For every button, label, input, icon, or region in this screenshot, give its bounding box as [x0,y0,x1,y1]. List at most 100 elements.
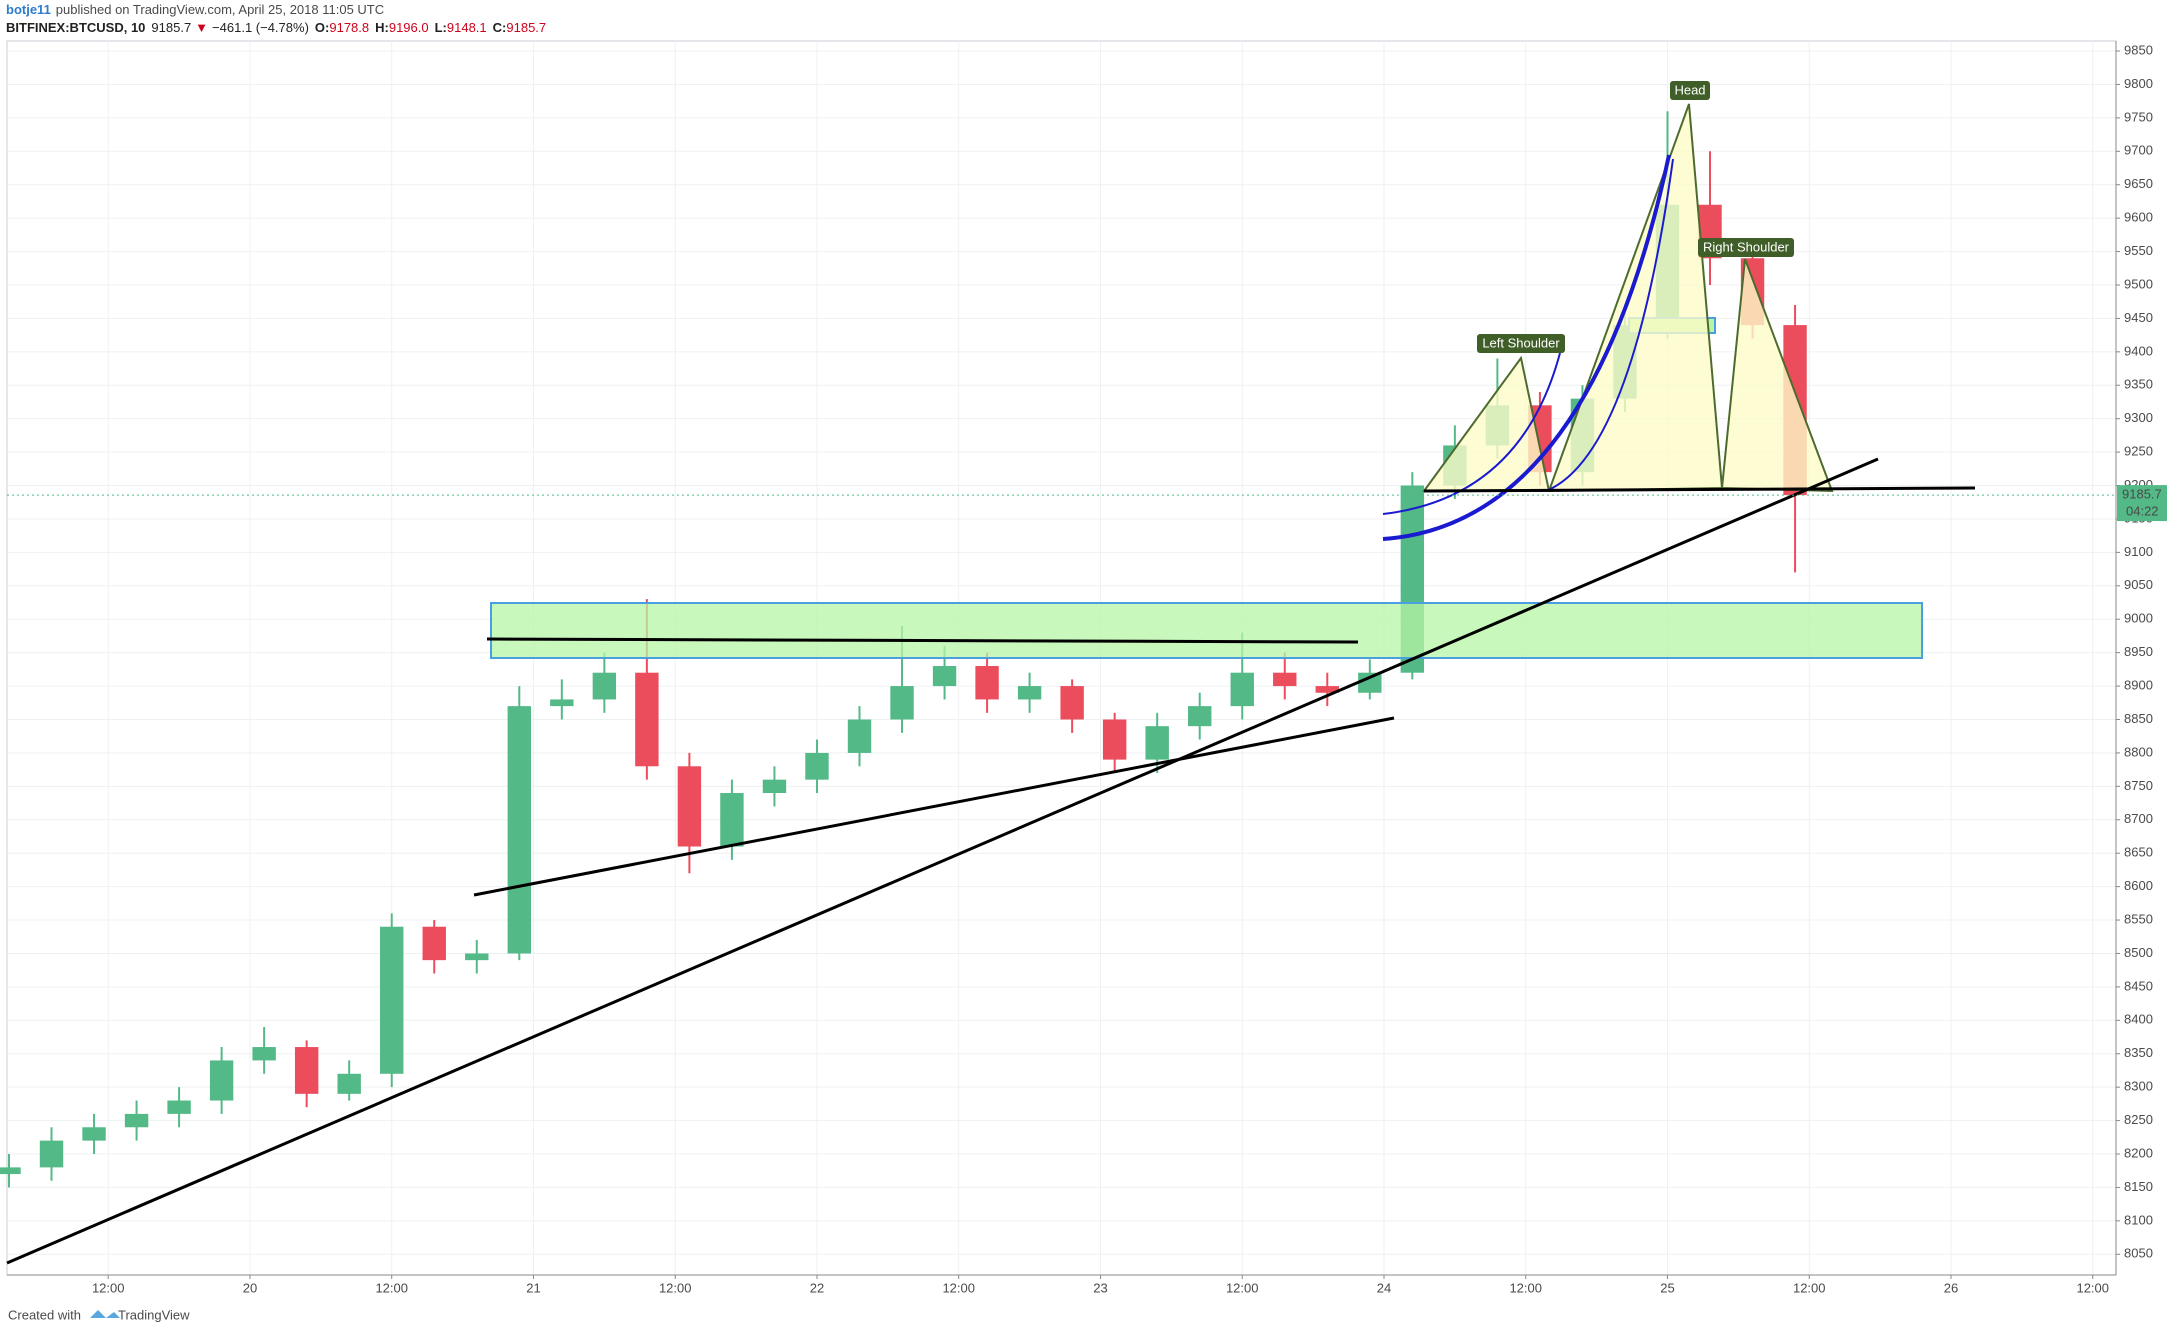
y-tick-label: 8900 [2124,678,2153,693]
y-tick-label: 8100 [2124,1212,2153,1227]
candle-body [380,926,404,1074]
y-tick-label: 9550 [2124,243,2153,258]
header-line: botje11 published on TradingView.com, Apr… [6,2,384,17]
y-tick-label: 9000 [2124,611,2153,626]
candle-body [337,1073,361,1094]
y-tick-label: 8050 [2124,1246,2153,1261]
resistance-line [486,637,1359,644]
y-tick-label: 9650 [2124,176,2153,191]
ohlc-label: C: [493,20,507,35]
y-tick-label: 8300 [2124,1079,2153,1094]
curve [1545,158,1674,492]
candle-body [762,779,787,794]
label-box [1477,334,1565,353]
x-tick-label: 26 [1944,1280,1958,1295]
candle-body [1230,672,1254,707]
y-tick-label: 9350 [2124,377,2153,392]
last-price: 9185.7 [151,20,191,35]
y-tick-label: 8250 [2124,1112,2153,1127]
candle-body [550,699,574,707]
countdown: 04:22 [2126,504,2159,519]
trendline [6,457,1879,1265]
drawings: Head Left Shoulder Right Shoulder [6,81,1976,1265]
y-tick-label: 8500 [2124,945,2153,960]
right-shoulder-label: Right Shoulder [1703,239,1790,254]
x-tick-label: 24 [1377,1280,1391,1295]
symbol: BITFINEX:BTCUSD, 10 [6,20,145,35]
candle-body [1060,686,1084,720]
candle-body [1145,726,1169,760]
support-zone [490,602,1923,659]
candle-body [1188,706,1212,727]
left-shoulder-label: Left Shoulder [1482,335,1560,350]
head-label: Head [1674,82,1705,97]
candle-body [890,686,914,720]
y-tick-label: 9250 [2124,444,2153,459]
x-tick-label: 20 [243,1280,257,1295]
candle-body [1273,672,1297,687]
y-tick-label: 8700 [2124,811,2153,826]
y-tick-label: 9450 [2124,310,2153,325]
candle-body [1102,719,1127,760]
candle-body [847,719,872,753]
x-tick-label: 12:00 [1509,1280,1542,1295]
curve [1382,352,1561,515]
ohlc-value: 9178.8 [329,20,369,35]
price-tag-value: 9185.7 [2122,487,2162,502]
y-tick-label: 9700 [2124,143,2153,158]
candle-body [805,752,829,780]
x-tick-label: 25 [1660,1280,1674,1295]
x-tick-label: 12:00 [375,1280,408,1295]
x-tick-label: 12:00 [942,1280,975,1295]
candle-body [1358,672,1382,693]
candle-body [209,1060,234,1101]
y-tick-label: 8150 [2124,1179,2153,1194]
y-tick-label: 8550 [2124,911,2153,926]
ohlc-label: O: [315,20,329,35]
y-tick-label: 9050 [2124,577,2153,592]
candle-body [124,1113,149,1128]
candle-body [252,1047,276,1061]
label-box [1670,81,1710,100]
label-box [1698,238,1794,257]
y-tick-label: 9850 [2124,42,2153,57]
candle-body [422,926,446,961]
candle-body [0,1167,21,1175]
y-tick-label: 9600 [2124,210,2153,225]
y-tick-label: 9750 [2124,109,2153,124]
candle-body [294,1047,319,1094]
y-tick-label: 8650 [2124,845,2153,860]
author: botje11 [6,2,51,17]
neckline [1423,486,1976,493]
header-line: BITFINEX:BTCUSD, 10 9185.7 ▼ −461.1 (−4.78%… [6,20,546,35]
x-tick-label: 23 [1093,1280,1107,1295]
candle-body [932,666,957,687]
published: published on TradingView.com, April 25, … [56,2,384,17]
x-tick-label: 12:00 [2076,1280,2109,1295]
candle-body [592,672,617,700]
ohlc-label: L: [435,20,447,35]
candle-body [39,1140,64,1168]
x-tick-label: 22 [810,1280,824,1295]
change: −461.1 (−4.78%) [212,20,309,35]
ohlc-value: 9148.1 [447,20,487,35]
trendline [473,716,1395,897]
footer-created: Created with [8,1307,81,1322]
candle-body [720,793,744,847]
y-tick-label: 8750 [2124,778,2153,793]
axes: 8050 8100 8150 8200 8250 8300 8350 8400 8450 8500… [7,41,2167,1295]
ohlc: O:9178.8 H:9196.0 L:9148.1 C:9185.7 [315,20,546,35]
x-tick-label: 12:00 [659,1280,692,1295]
candle-body [1315,686,1339,693]
logo [90,1310,120,1318]
x-tick-label: 12:00 [1793,1280,1826,1295]
candle-body [167,1100,191,1114]
candle-body [507,706,531,954]
arrow: ▼ [195,20,208,35]
y-tick-label: 9400 [2124,343,2153,358]
x-tick-label: 21 [526,1280,540,1295]
candle-body [82,1127,106,1141]
x-tick-label: 12:00 [92,1280,125,1295]
y-tick-label: 8200 [2124,1145,2153,1160]
